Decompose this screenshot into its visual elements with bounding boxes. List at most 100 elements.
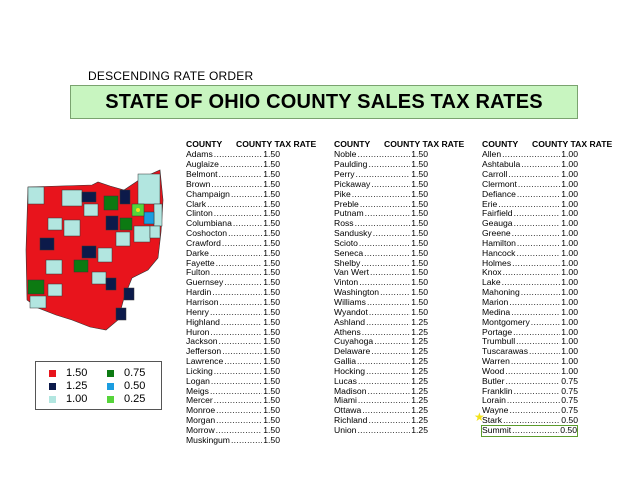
table-row: Fulton 1.50 bbox=[186, 268, 280, 278]
dot-leader bbox=[367, 387, 410, 397]
county-name: Putnam bbox=[334, 208, 364, 219]
tax-rate: 1.25 bbox=[411, 385, 428, 396]
county-name: Columbiana bbox=[186, 218, 232, 229]
table-row: Union 1.25 bbox=[334, 425, 428, 436]
dot-leader bbox=[366, 367, 410, 377]
table-row: Guernsey 1.50 bbox=[186, 277, 280, 288]
header-county: COUNTY bbox=[334, 139, 371, 149]
county-name: Washington bbox=[334, 287, 380, 298]
tax-rate: 0.75 bbox=[561, 395, 578, 406]
dot-leader bbox=[368, 160, 410, 170]
tax-rate: 1.50 bbox=[263, 257, 280, 268]
table-row: Morrow 1.50 bbox=[186, 424, 280, 436]
tax-rate: 1.50 bbox=[411, 178, 428, 189]
tax-rate: 1.50 bbox=[411, 306, 428, 317]
county-name: Morrow bbox=[186, 424, 215, 435]
table-row: Gallia 1.25 bbox=[334, 356, 428, 367]
county-warren bbox=[47, 283, 63, 297]
table-row: Lorain 0.75 bbox=[482, 396, 578, 406]
county-ashland bbox=[105, 215, 119, 231]
table-row: Van Wert 1.50 bbox=[334, 268, 428, 278]
tax-rate: 1.50 bbox=[411, 247, 428, 258]
table-row: Tuscarawas 1.00 bbox=[482, 346, 578, 357]
tax-rate: 1.50 bbox=[263, 159, 280, 170]
dot-leader bbox=[220, 160, 262, 170]
dot-leader bbox=[360, 200, 410, 210]
tax-rate: 1.50 bbox=[263, 287, 280, 298]
table-row: Huron 1.50 bbox=[186, 327, 280, 338]
county-erie bbox=[83, 203, 99, 217]
legend-label: 1.25 bbox=[66, 380, 88, 392]
county-marion bbox=[97, 247, 113, 263]
tax-rate: 1.50 bbox=[411, 208, 428, 219]
dot-leader bbox=[233, 219, 262, 229]
county-name: Madison bbox=[334, 385, 367, 396]
table-row: Washington 1.50 bbox=[334, 287, 428, 298]
dot-leader bbox=[512, 229, 561, 239]
table-header: COUNTY COUNTY TAX RATE bbox=[334, 139, 464, 150]
county-name: Defiance bbox=[482, 188, 516, 199]
header-county: COUNTY bbox=[482, 139, 519, 149]
tax-rate: 1.00 bbox=[561, 336, 578, 347]
county-name: Jefferson bbox=[186, 346, 222, 357]
legend-swatch bbox=[107, 382, 114, 390]
dot-leader bbox=[503, 268, 561, 278]
table-row: Defiance 1.00 bbox=[482, 188, 578, 200]
dot-leader bbox=[210, 249, 262, 259]
tax-rate: 1.00 bbox=[561, 306, 578, 317]
table-row: Muskingum 1.50 bbox=[186, 435, 280, 446]
table-row: Clark 1.50 bbox=[186, 199, 280, 210]
county-name: Butler bbox=[482, 375, 505, 386]
table-row: Adams 1.50 bbox=[186, 149, 280, 160]
tax-rate: 0.75 bbox=[561, 375, 578, 386]
dot-leader bbox=[529, 347, 560, 357]
dot-leader bbox=[521, 160, 560, 170]
tax-rate: 1.00 bbox=[561, 287, 578, 298]
tax-rate: 1.25 bbox=[411, 405, 428, 416]
county-name: Fulton bbox=[186, 267, 210, 278]
county-name: Medina bbox=[482, 306, 511, 317]
table-row: Champaign 1.50 bbox=[186, 188, 280, 200]
table-row: Sandusky 1.50 bbox=[334, 228, 428, 239]
dot-leader bbox=[224, 357, 262, 367]
table-row: Williams 1.50 bbox=[334, 297, 428, 308]
tax-rate: 1.50 bbox=[263, 228, 280, 239]
tax-rate: 1.25 bbox=[411, 395, 428, 406]
county-name: Champaign bbox=[186, 188, 230, 199]
table-row: Jackson 1.50 bbox=[186, 337, 280, 347]
county-name: Ross bbox=[334, 218, 354, 229]
county-hancock bbox=[63, 219, 81, 237]
dot-leader bbox=[367, 298, 410, 308]
tax-table-column-1: COUNTY COUNTY TAX RATE Adams 1.50 Auglaize 1… bbox=[186, 139, 316, 446]
county-trumbull bbox=[153, 203, 163, 227]
county-name: Carroll bbox=[482, 169, 508, 180]
table-row: Geauga 1.00 bbox=[482, 218, 578, 229]
tax-rate: 1.50 bbox=[263, 375, 280, 386]
dot-leader bbox=[219, 337, 263, 347]
table-row: Greene 1.00 bbox=[482, 228, 578, 239]
county-name: Athens bbox=[334, 326, 361, 337]
county-name: Warren bbox=[482, 356, 510, 367]
table-row: Wyandot 1.50 bbox=[334, 306, 428, 318]
tax-rate: 1.50 bbox=[263, 336, 280, 347]
county-name: Wood bbox=[482, 365, 505, 376]
county-name: Holmes bbox=[482, 257, 512, 268]
dot-leader bbox=[358, 396, 410, 406]
dot-leader bbox=[214, 150, 263, 160]
tax-rate: 1.00 bbox=[561, 228, 578, 239]
table-row: Highland 1.50 bbox=[186, 317, 280, 328]
dot-leader bbox=[219, 298, 262, 308]
table-row: Lawrence 1.50 bbox=[186, 356, 280, 367]
table-row: Stark 0.50 bbox=[482, 415, 578, 426]
county-name: Licking bbox=[186, 365, 213, 376]
dot-leader bbox=[373, 229, 411, 239]
table-row: Ross 1.50 bbox=[334, 218, 428, 229]
county-name: Erie bbox=[482, 198, 498, 209]
county-name: Ottawa bbox=[334, 405, 362, 416]
table-row: Carroll 1.00 bbox=[482, 169, 578, 180]
dot-leader bbox=[231, 436, 262, 446]
county-name: Wyandot bbox=[334, 306, 368, 317]
table-row: Hocking 1.25 bbox=[334, 366, 428, 377]
star-marker: ★ bbox=[474, 410, 485, 424]
